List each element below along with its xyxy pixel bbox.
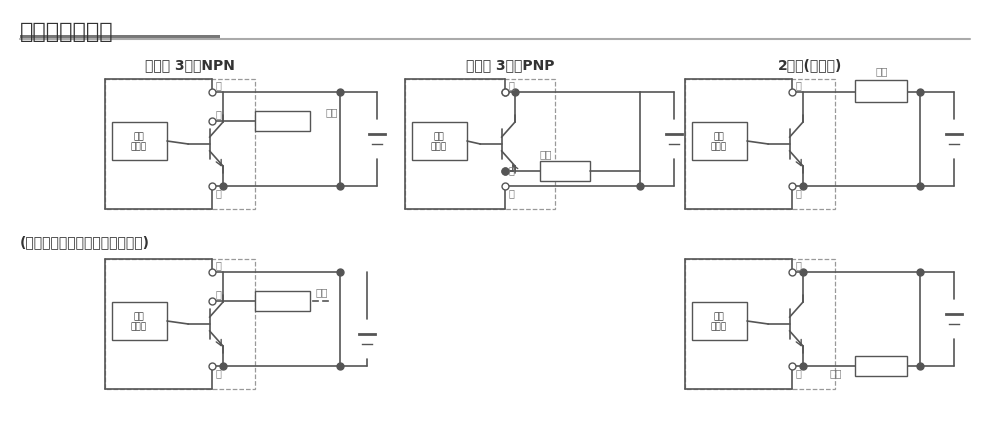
- Bar: [692, 123, 747, 161]
- Text: 蓝: 蓝: [216, 187, 222, 198]
- Text: 蓝: 蓝: [509, 187, 515, 198]
- Text: 无触点磁性开关: 无触点磁性开关: [20, 22, 114, 42]
- Bar: [112, 123, 167, 161]
- Bar: [255, 112, 310, 132]
- Text: 蓝: 蓝: [796, 367, 802, 377]
- Text: 负载: 负载: [830, 367, 842, 377]
- Text: 开关
主回路: 开关 主回路: [711, 311, 727, 331]
- Bar: [540, 161, 590, 181]
- Text: 茶: 茶: [796, 259, 802, 269]
- Text: 茶: 茶: [216, 259, 222, 269]
- Bar: [685, 259, 835, 389]
- Bar: [685, 80, 835, 210]
- Bar: [855, 81, 907, 103]
- Text: 开关
主回路: 开关 主回路: [431, 132, 447, 151]
- Text: (开关电缆与负载电源分开的场合): (开关电缆与负载电源分开的场合): [20, 234, 150, 248]
- Bar: [112, 302, 167, 340]
- Text: 茶: 茶: [796, 80, 802, 90]
- Text: 黑: 黑: [509, 164, 515, 175]
- Text: 负载: 负载: [540, 149, 552, 158]
- Text: 黑: 黑: [216, 288, 222, 298]
- Bar: [255, 291, 310, 311]
- Text: 黑: 黑: [216, 109, 222, 119]
- Text: 负载: 负载: [325, 107, 338, 117]
- Text: 开关
主回路: 开关 主回路: [131, 132, 148, 151]
- Text: 开关
主回路: 开关 主回路: [711, 132, 727, 151]
- Bar: [105, 80, 255, 210]
- Bar: [20, 36, 220, 40]
- Bar: [405, 80, 555, 210]
- Bar: [412, 123, 467, 161]
- Bar: [692, 302, 747, 340]
- Bar: [105, 259, 255, 389]
- Text: 蓝: 蓝: [796, 187, 802, 198]
- Text: 开关
主回路: 开关 主回路: [131, 311, 148, 331]
- Text: 2线式(无触点): 2线式(无触点): [778, 58, 842, 72]
- Text: 负载: 负载: [875, 66, 887, 76]
- Text: 无触点 3线式NPN: 无触点 3线式NPN: [146, 58, 235, 72]
- Text: 无触点 3线式PNP: 无触点 3线式PNP: [465, 58, 554, 72]
- Bar: [855, 356, 907, 376]
- Text: 茶: 茶: [216, 80, 222, 90]
- Text: 茶: 茶: [509, 80, 515, 90]
- Text: 负载: 负载: [315, 286, 328, 296]
- Text: 蓝: 蓝: [216, 367, 222, 377]
